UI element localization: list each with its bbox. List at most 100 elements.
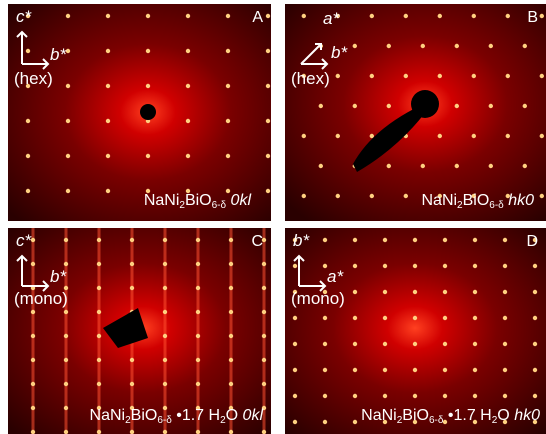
spot — [404, 14, 408, 18]
spot — [146, 154, 150, 158]
spot — [97, 358, 101, 362]
spot — [540, 14, 544, 18]
spot — [443, 368, 447, 372]
caption: NaNi2BiO6-δ hk0 — [421, 193, 534, 211]
spot — [319, 164, 323, 168]
spot — [473, 290, 477, 294]
spot — [370, 194, 374, 198]
spot — [370, 134, 374, 138]
spot — [229, 238, 233, 242]
cap: 6-δ — [212, 200, 226, 211]
spot — [226, 49, 230, 53]
spot — [293, 316, 297, 320]
cap: •1.7 H — [176, 407, 220, 424]
cap: 6-δ — [157, 415, 171, 426]
spot — [64, 310, 68, 314]
spot — [473, 394, 477, 398]
spot — [413, 264, 417, 268]
spot — [163, 310, 167, 314]
spot — [262, 286, 266, 290]
spot — [383, 238, 387, 242]
axis-label: a* — [327, 268, 343, 285]
spot — [413, 342, 417, 346]
spot — [31, 406, 35, 410]
spot — [489, 164, 493, 168]
panel-letter: D — [526, 234, 538, 250]
spot — [323, 238, 327, 242]
spot — [64, 382, 68, 386]
spot — [262, 358, 266, 362]
spot — [438, 74, 442, 78]
spot — [293, 342, 297, 346]
spot — [506, 14, 510, 18]
spot — [226, 14, 230, 18]
spot — [472, 14, 476, 18]
cap: 0kl — [243, 407, 263, 424]
spot — [146, 49, 150, 53]
spot — [186, 154, 190, 158]
spot — [443, 394, 447, 398]
spot — [226, 119, 230, 123]
streak — [32, 228, 35, 434]
cap: NaNi — [144, 192, 180, 209]
cap: BiO — [185, 192, 212, 209]
spot — [413, 394, 417, 398]
spot — [64, 430, 68, 434]
cap: •1.7 H — [448, 407, 492, 424]
spot — [438, 134, 442, 138]
spot — [226, 154, 230, 158]
panel-letter: C — [251, 234, 263, 250]
spot — [413, 368, 417, 372]
panel-d: D b* a* (mono) NaNi2BiO6-δ •1.7 H2O hk0 — [285, 228, 546, 434]
spot — [64, 406, 68, 410]
spot — [413, 238, 417, 242]
cap: BiO — [131, 407, 158, 424]
spot — [31, 238, 35, 242]
spot — [323, 342, 327, 346]
spot — [370, 14, 374, 18]
diffraction-image — [285, 4, 546, 221]
spot — [455, 44, 459, 48]
spot — [31, 430, 35, 434]
spot — [106, 14, 110, 18]
spot — [455, 104, 459, 108]
spot — [302, 14, 306, 18]
axis-label: c* — [16, 232, 31, 249]
spot — [443, 238, 447, 242]
spot — [489, 104, 493, 108]
spot — [421, 164, 425, 168]
spot — [229, 334, 233, 338]
spot — [443, 264, 447, 268]
spot — [533, 368, 537, 372]
spot — [506, 74, 510, 78]
spot — [163, 430, 167, 434]
spot — [540, 134, 544, 138]
spot — [472, 74, 476, 78]
caption: NaNi2BiO6-δ 0kl — [144, 193, 251, 211]
spot — [262, 382, 266, 386]
axis-up: c* — [16, 7, 31, 26]
spot — [533, 264, 537, 268]
spot — [266, 189, 270, 193]
spot — [196, 238, 200, 242]
spot — [106, 189, 110, 193]
spot — [540, 74, 544, 78]
spot — [473, 368, 477, 372]
cap: O — [226, 407, 238, 424]
streak — [230, 228, 233, 434]
spot — [66, 119, 70, 123]
diffraction-image — [8, 228, 271, 434]
spot — [97, 430, 101, 434]
spot — [443, 316, 447, 320]
spot — [503, 290, 507, 294]
axis-up: c* — [16, 231, 31, 250]
spot — [97, 286, 101, 290]
spot — [353, 44, 357, 48]
spot — [97, 262, 101, 266]
spot — [473, 238, 477, 242]
axis-right: b* — [331, 43, 347, 62]
spot — [473, 342, 477, 346]
spot — [262, 334, 266, 338]
cap: 6-δ — [489, 200, 503, 211]
spot — [421, 44, 425, 48]
